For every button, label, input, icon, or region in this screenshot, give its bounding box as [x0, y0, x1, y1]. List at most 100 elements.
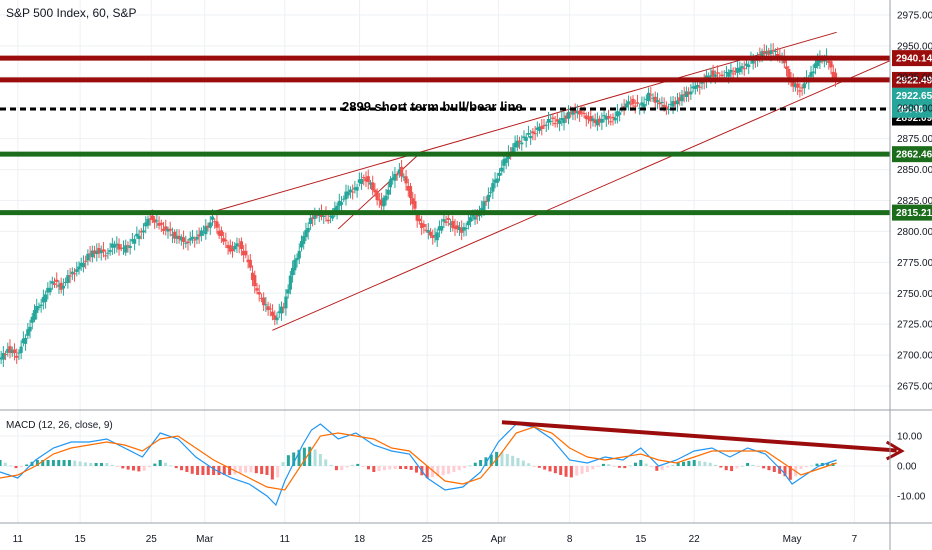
macd-histogram-bar [340, 466, 344, 471]
candle-body [598, 118, 602, 123]
macd-histogram-bar [628, 465, 632, 467]
macd-histogram-bar [730, 466, 734, 472]
macd-histogram-bar [67, 460, 71, 466]
macd-histogram-bar [142, 466, 146, 471]
candle-body [471, 214, 475, 217]
candle-body [346, 191, 350, 196]
candle-body [104, 255, 108, 257]
candle-body [81, 262, 86, 268]
price-candles [0, 43, 838, 368]
macd-histogram-bar [212, 466, 216, 475]
candle-body [282, 307, 286, 309]
x-tick-label: 15 [75, 534, 87, 545]
candle-body [586, 118, 591, 120]
candle-body [751, 60, 755, 64]
candle-body [342, 198, 346, 200]
candle-body [569, 112, 573, 114]
macd-histogram-bar [826, 463, 830, 466]
candle-body [575, 111, 579, 114]
candle-body [566, 111, 571, 119]
macd-histogram-bar [94, 463, 98, 466]
candle-body [222, 238, 226, 242]
candle-body [224, 239, 228, 242]
candle-body [831, 71, 835, 78]
candle-body [684, 91, 689, 98]
candle-body [729, 69, 733, 73]
candle-body [259, 297, 264, 299]
candle-body [197, 234, 201, 237]
candle-body [357, 179, 361, 183]
candle-body [313, 213, 317, 219]
x-tick-label: 25 [146, 534, 158, 545]
candle-body [299, 241, 304, 248]
candle-body [764, 51, 769, 54]
candle-body [742, 68, 746, 70]
candle-body [833, 72, 838, 81]
macd-histogram-bar [228, 466, 232, 475]
candle-body [762, 50, 766, 55]
candle-body [433, 235, 437, 237]
macd-histogram-bar [724, 466, 728, 471]
macd-histogram-bar [639, 460, 643, 466]
macd-histogram-bar [164, 462, 168, 466]
macd-histogram-bar [372, 466, 376, 472]
candle-body [311, 217, 315, 220]
candle-body [457, 227, 462, 231]
candle-body [638, 107, 642, 109]
candle-body [649, 94, 653, 96]
candle-body [511, 147, 515, 153]
candle-body [15, 355, 19, 358]
macd-histogram-bar [788, 466, 792, 480]
candle-body [199, 230, 203, 236]
macd-histogram-bar [19, 466, 23, 468]
candle-body [713, 74, 717, 77]
candle-body [188, 238, 192, 241]
candle-body [827, 60, 831, 63]
candle-body [651, 97, 655, 99]
candle-body [157, 222, 161, 226]
macd-histogram-bar [607, 464, 611, 466]
candle-body [333, 207, 337, 211]
candle-body [642, 103, 646, 108]
macd-histogram-bar [772, 466, 776, 472]
candle-body [37, 306, 41, 308]
candle-body [88, 253, 92, 255]
macd-histogram-bar [126, 466, 130, 470]
candle-body [344, 191, 348, 200]
macd-indicator-label: MACD (12, 26, close, 9) [6, 420, 113, 431]
candle-body [64, 281, 68, 283]
candle-body [119, 247, 123, 249]
candle-body [46, 287, 50, 293]
macd-y-tick-label: 0.00 [897, 462, 917, 473]
macd-line [0, 423, 837, 507]
candle-body [19, 346, 23, 353]
candle-body [128, 245, 132, 248]
candle-body [86, 253, 90, 261]
candle-body [687, 91, 691, 95]
candle-body [422, 224, 426, 227]
candle-body [549, 120, 553, 122]
macd-histogram-bar [698, 460, 702, 466]
candle-body [373, 189, 377, 193]
candle-body [420, 222, 424, 228]
macd-histogram-bar [719, 466, 723, 468]
macd-histogram-bar [735, 466, 739, 469]
candle-body [3, 353, 8, 355]
candle-body [747, 64, 751, 68]
candle-body [758, 54, 762, 56]
macd-histogram-bar [799, 466, 803, 469]
candle-body [68, 275, 72, 277]
candle-body [500, 167, 504, 172]
candle-body [384, 195, 388, 201]
candle-body [715, 72, 720, 74]
candle-body [417, 218, 422, 222]
macd-pane [0, 420, 905, 507]
candle-body [451, 220, 455, 228]
candle-body [531, 131, 535, 134]
macd-histogram-bar [270, 466, 274, 480]
candle-body [727, 72, 731, 77]
candle-body [268, 308, 272, 310]
candle-body [411, 198, 415, 205]
macd-histogram-bar [265, 466, 269, 475]
x-tick-label: 7 [852, 534, 858, 545]
